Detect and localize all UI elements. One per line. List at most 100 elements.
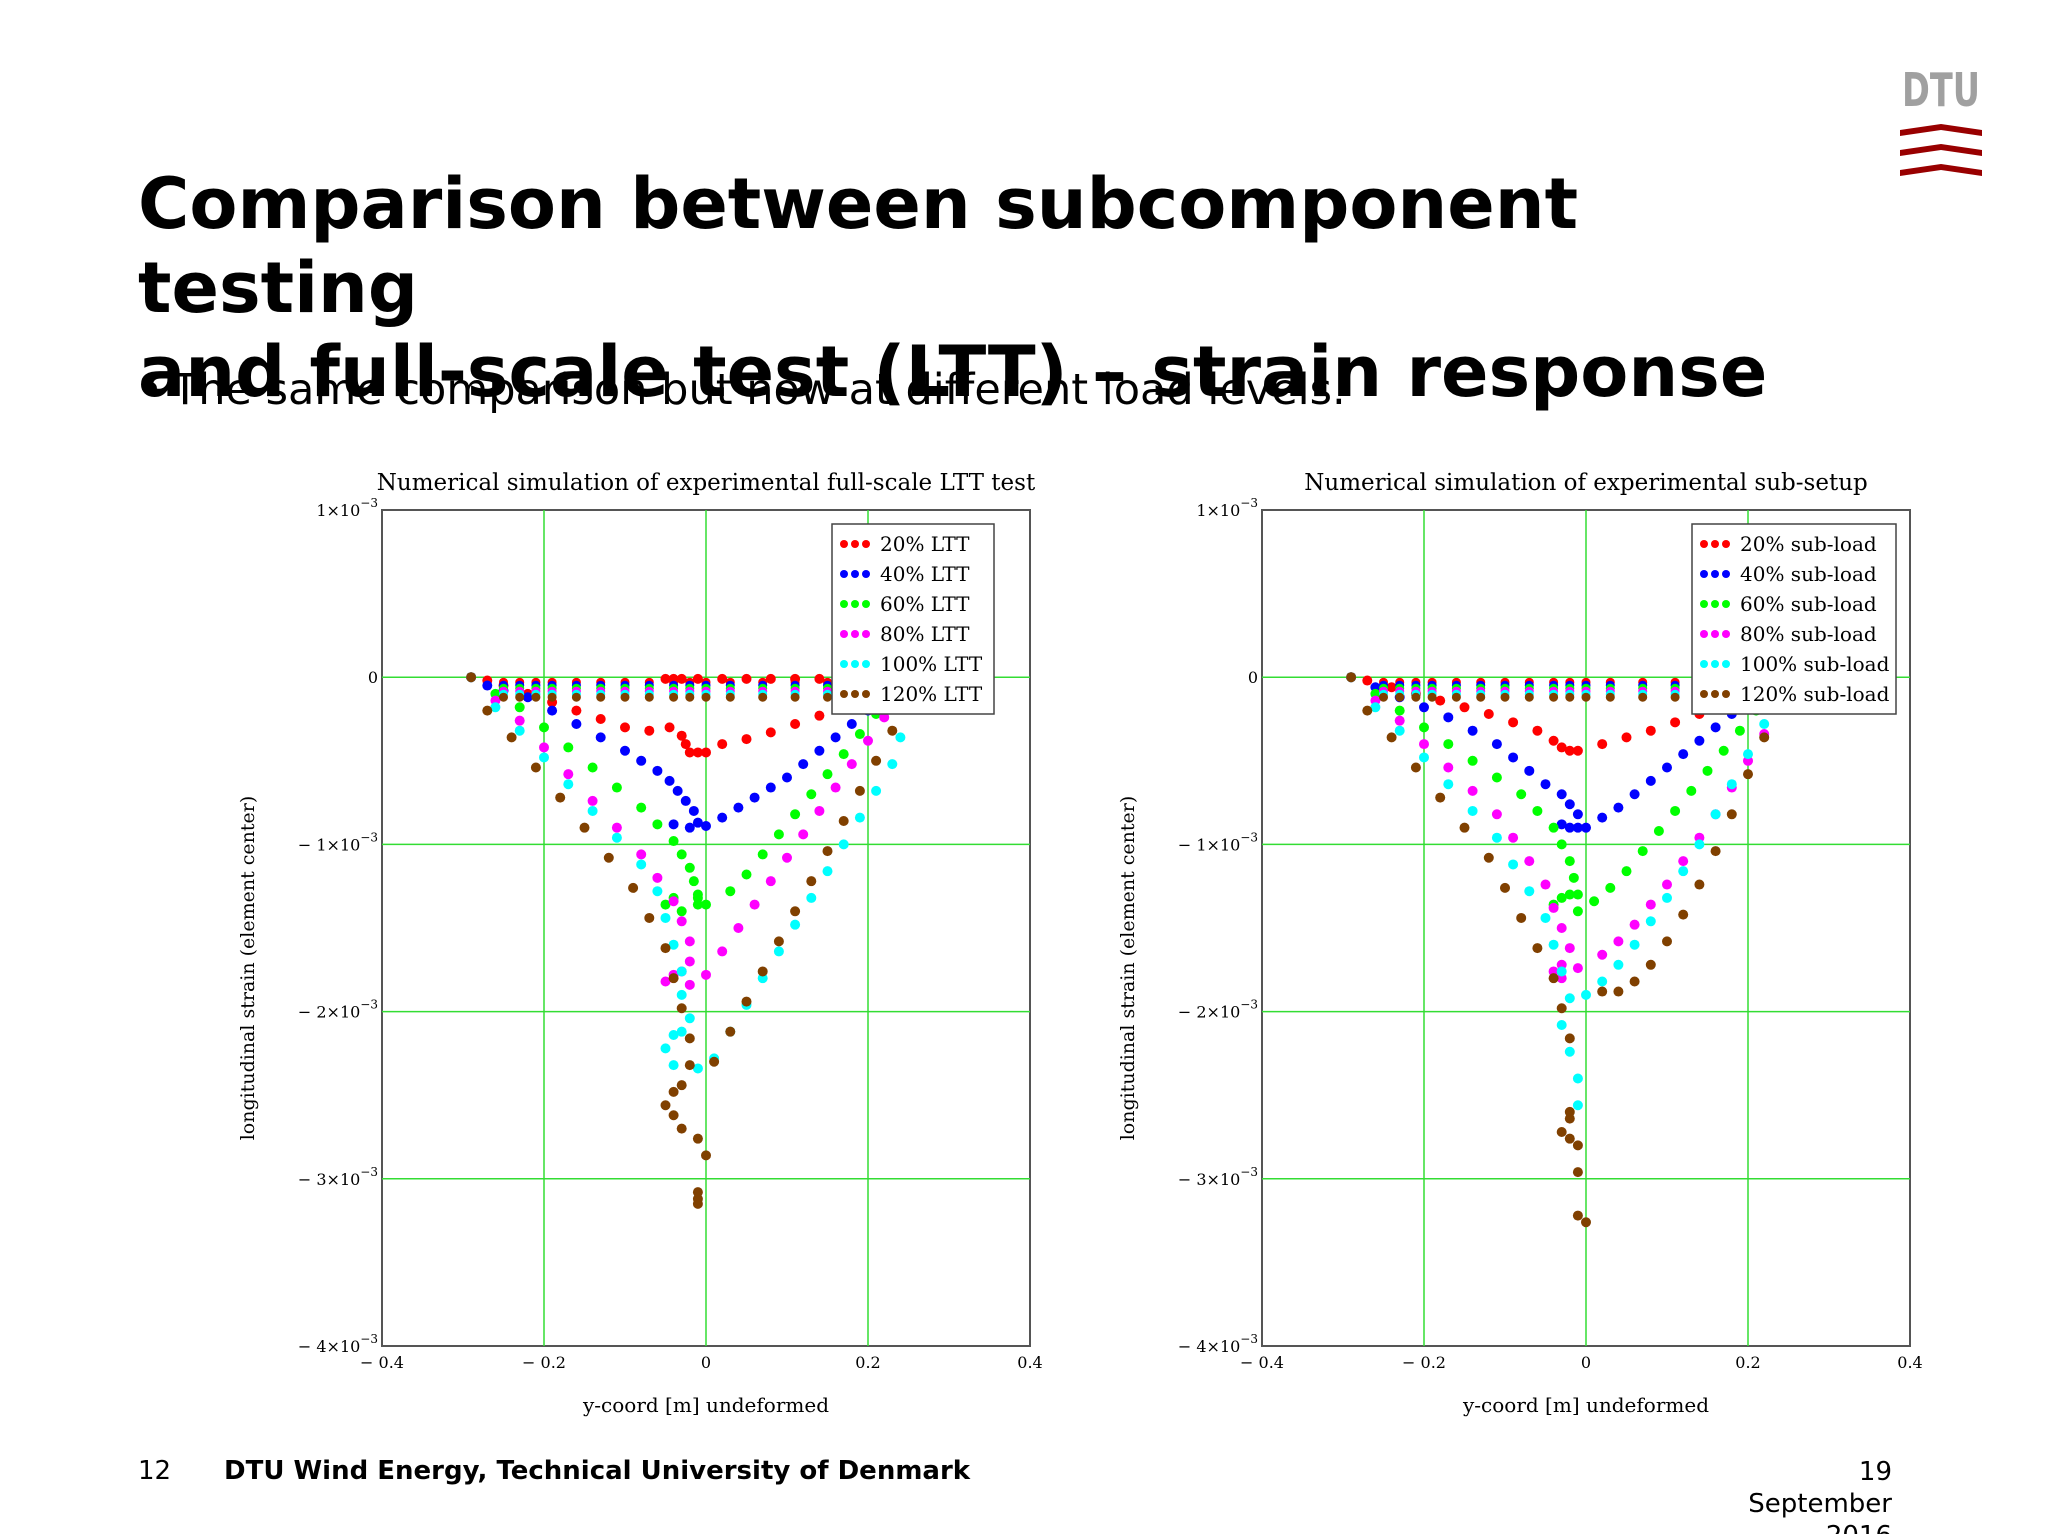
chart-left-s6-point-16 <box>660 1100 671 1111</box>
chart-right-s4-point-2 <box>1394 715 1405 726</box>
chart-left-top-point-13-5 <box>790 692 800 702</box>
chart-left-s2-point-13 <box>688 805 699 816</box>
chart-right-s1-point-6 <box>1483 708 1494 719</box>
chart-right-legend-marker-6-1 <box>1711 690 1719 698</box>
title-line-1: Comparison between subcomponent testing <box>138 163 1579 329</box>
chart-left-s6-point-29 <box>790 906 801 917</box>
chart-right-s3-point-5 <box>1467 755 1478 766</box>
chart-left-s6-point-11 <box>676 1003 687 1014</box>
chart-right-s3-point-12 <box>1568 872 1579 883</box>
chart-left-s6-point-0 <box>466 672 477 683</box>
chart-left-s4-point-19 <box>733 923 744 933</box>
footer-date-month: September <box>1748 1489 1892 1519</box>
chart-right-s6-point-10 <box>1548 973 1559 984</box>
chart-right-top-point-6-5 <box>1500 692 1510 702</box>
chart-right-legend-marker-3-1 <box>1711 600 1719 608</box>
chart-left-s5-point-10 <box>668 939 679 950</box>
chart-right-legend-marker-4-2 <box>1722 630 1730 638</box>
chart-right-svg: Numerical simulation of experimental sub… <box>1117 470 1923 1417</box>
logo-stripe-3 <box>1900 164 1982 176</box>
chart-right-s3-point-7 <box>1516 789 1527 800</box>
chart-left-s6-point-19 <box>692 1133 703 1144</box>
chart-left-s5-point-5 <box>587 805 598 816</box>
chart-left-s6-point-30 <box>806 876 817 887</box>
chart-left-legend-marker-3-1 <box>851 600 859 608</box>
chart-right-s6-point-9 <box>1532 943 1543 954</box>
chart-left-s1-point-26 <box>814 673 825 684</box>
chart-left-s1-point-31 <box>692 673 703 684</box>
chart-left-legend-marker-6-2 <box>862 690 870 698</box>
chart-left-s3-point-10 <box>676 849 687 860</box>
chart-right-s5-point-26 <box>1726 779 1737 790</box>
chart-right-s1-point-8 <box>1532 725 1543 736</box>
chart-left-xtick-label-4: 0.4 <box>1017 1353 1042 1372</box>
chart-right-xlabel: y-coord [m] undeformed <box>1462 1393 1709 1417</box>
chart-left-ytick-label-1: 0 <box>368 668 378 687</box>
chart-right-s3-point-27 <box>1734 725 1745 736</box>
chart-left-s6-point-23 <box>692 1198 703 1209</box>
chart-left-s2-point-22 <box>782 772 792 783</box>
chart-right-s2-point-14 <box>1564 822 1575 833</box>
chart-left-legend-marker-5-2 <box>862 660 870 668</box>
chart-left-s2-point-1 <box>482 680 493 691</box>
chart-left-s2-point-3 <box>522 692 533 703</box>
chart-left-top-point-1-5 <box>515 692 525 702</box>
chart-left-legend-marker-5-0 <box>840 660 848 668</box>
chart-right-top-point-1-5 <box>1395 692 1405 702</box>
chart-right-top-point-9-5 <box>1565 692 1575 702</box>
chart-right-top-point-5-5 <box>1476 692 1486 702</box>
chart-left-s4-point-17 <box>701 969 711 980</box>
chart-right-s2-point-15 <box>1556 819 1567 830</box>
chart-left-s3-point-15 <box>692 892 703 903</box>
chart-right-s2-point-4 <box>1443 712 1454 723</box>
chart-left-s5-point-14 <box>676 1026 687 1037</box>
chart-left-top-point-10-5 <box>701 692 711 702</box>
chart-left-legend-marker-6-1 <box>851 690 859 698</box>
chart-right-s4-point-4 <box>1443 762 1454 773</box>
chart-left-s6-point-3 <box>530 762 541 773</box>
chart-left-top-point-3-5 <box>547 692 557 702</box>
chart-left-s3-point-7 <box>636 802 647 813</box>
chart-right-s5-point-15 <box>1572 1073 1583 1084</box>
chart-right-xtick-label-3: 0.2 <box>1735 1353 1760 1372</box>
chart-left-s5-point-4 <box>563 779 574 790</box>
chart-left-legend <box>831 523 995 715</box>
chart-left-s4-point-4 <box>563 769 574 780</box>
chart-left-top-point-11-5 <box>725 692 735 702</box>
chart-right-s4-point-17 <box>1597 949 1608 960</box>
chart-right-xtick-label-2: 0 <box>1581 1353 1591 1372</box>
chart-right-legend-marker-6-2 <box>1722 690 1730 698</box>
chart-left-s5-point-9 <box>660 912 671 923</box>
chart-right-s3-point-24 <box>1686 785 1697 796</box>
chart-right-s6-point-27 <box>1694 879 1705 890</box>
chart-left-s5-point-2 <box>514 725 525 736</box>
chart-right-s3-point-19 <box>1605 882 1616 893</box>
chart-right-s2-point-7 <box>1508 752 1519 763</box>
chart-right-legend-label-4: 80% sub-load <box>1740 622 1877 646</box>
chart-right-s1-point-11 <box>1564 745 1575 756</box>
chart-right-ytick-label-0: 1×10−3 <box>1196 496 1258 520</box>
chart-left-xtick-label-0: − 0.4 <box>360 1353 404 1372</box>
chart-right-s6-point-11 <box>1556 1003 1567 1014</box>
chart-left-s5-point-1 <box>490 702 501 713</box>
chart-left-s1-point-34 <box>660 673 671 684</box>
chart-left-s4-point-27 <box>863 735 873 746</box>
chart-left-s2-point-14 <box>692 817 703 828</box>
chart-left-s6-point-6 <box>603 852 614 863</box>
chart-left-legend-marker-4-1 <box>851 630 859 638</box>
chart-left-s6-point-31 <box>822 846 833 857</box>
chart-left-top-point-9-5 <box>685 692 695 702</box>
chart-right-s4-point-20 <box>1645 899 1656 910</box>
chart-left-s3-point-4 <box>563 742 574 753</box>
chart-right-s1-point-14 <box>1621 732 1632 743</box>
chart-left-s2-point-10 <box>664 775 675 786</box>
chart-right-s1-point-10 <box>1556 742 1567 753</box>
chart-left-s3-point-9 <box>668 836 679 847</box>
chart-right-s3-point-4 <box>1443 739 1454 750</box>
chart-right-s2-point-5 <box>1467 725 1478 736</box>
chart-right-legend-marker-5-1 <box>1711 660 1719 668</box>
chart-right-s2-point-23 <box>1694 735 1705 746</box>
chart-right-s3-point-21 <box>1637 846 1648 857</box>
chart-left-s6-point-28 <box>773 936 784 947</box>
chart-right-s2-point-10 <box>1556 789 1567 800</box>
